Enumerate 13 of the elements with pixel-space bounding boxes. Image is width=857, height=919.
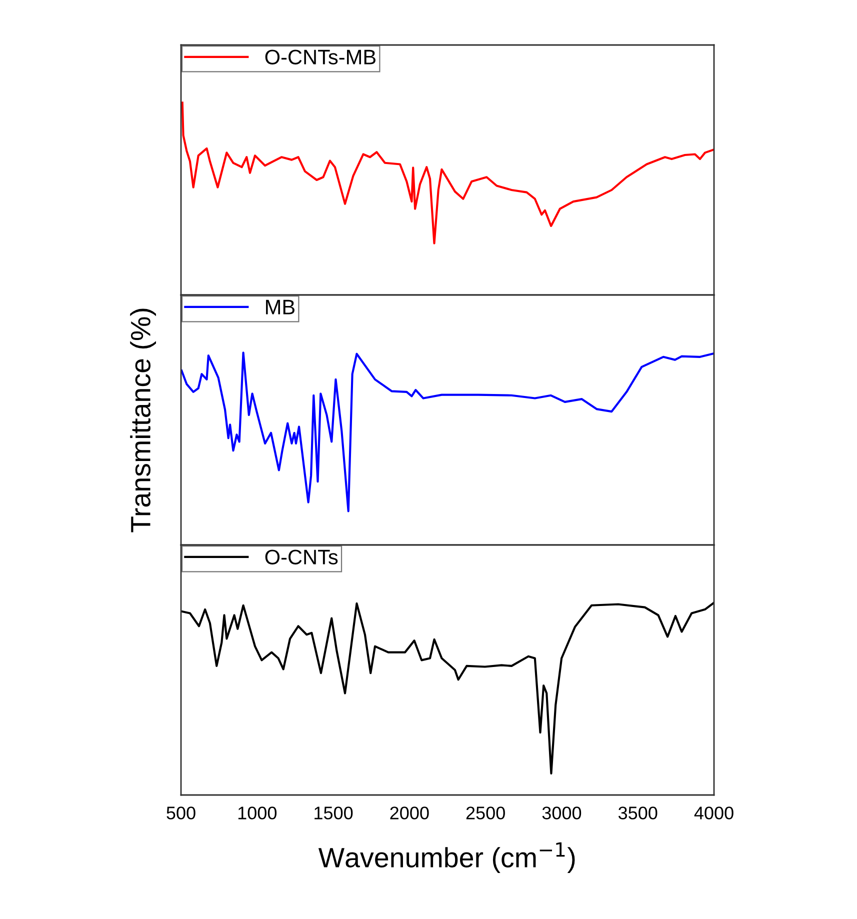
y-axis-title: Transmittance (%)	[130, 308, 156, 532]
legend-label: O-CNTs	[265, 550, 338, 564]
x-tick-label: 1500	[314, 806, 353, 820]
x-tick-label: 2500	[466, 806, 505, 820]
legend-label: MB	[266, 300, 294, 314]
x-tick-label: 4000	[694, 806, 734, 820]
x-tick-label: 3000	[542, 806, 582, 820]
x-tick-label: 3500	[618, 806, 658, 820]
x-tick-label: 500	[166, 806, 196, 820]
legend-label: O-CNTs-MB	[265, 50, 376, 64]
x-tick-label: 2000	[390, 806, 429, 820]
x-tick-label: 1000	[238, 806, 277, 820]
x-axis-title: Wavenumber (cm$^{−1}$)	[318, 842, 575, 873]
